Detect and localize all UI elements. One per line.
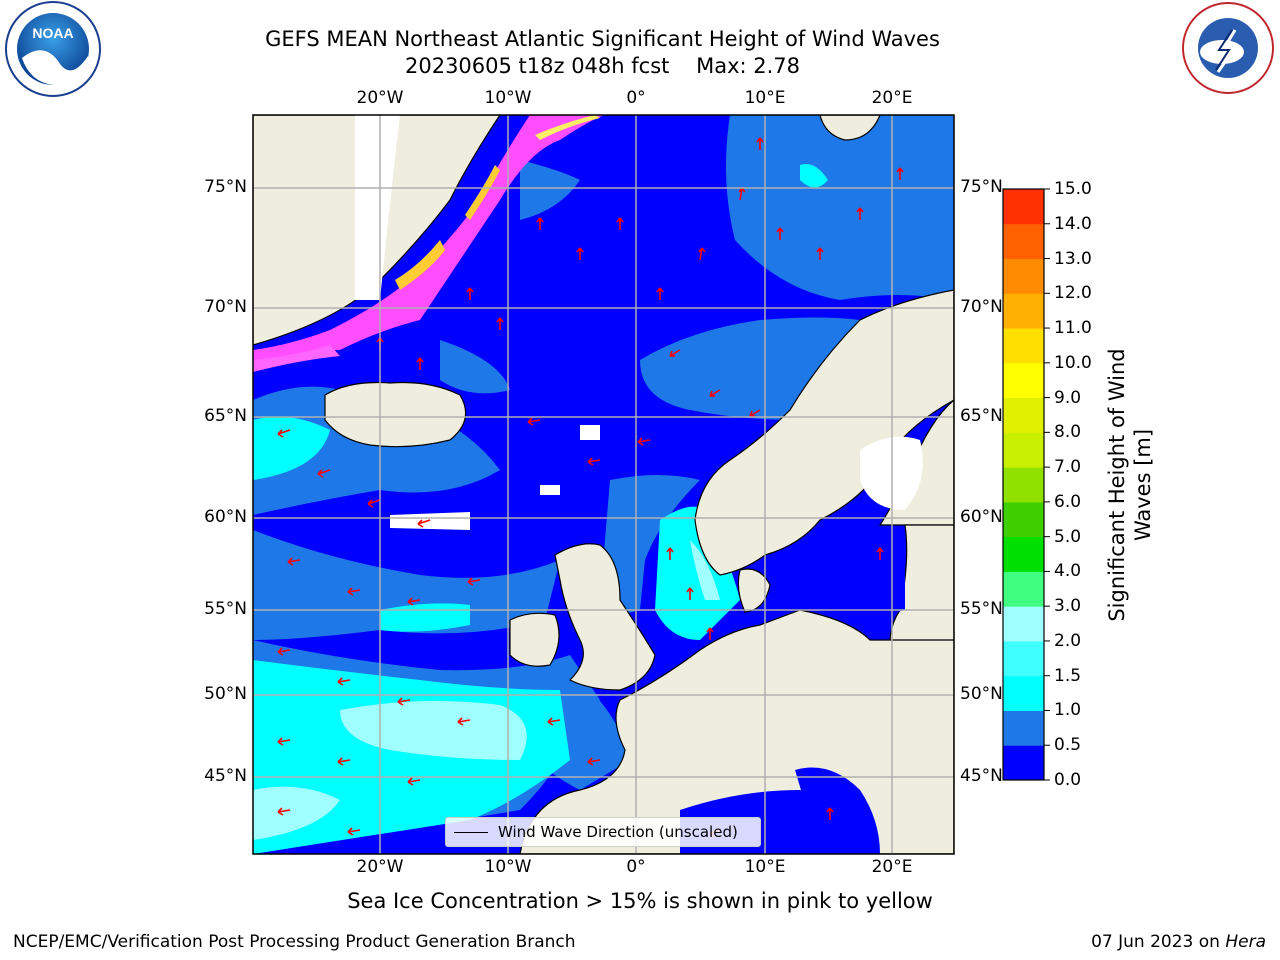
credit-right: 07 Jun 2023 on Hera: [1091, 932, 1266, 952]
credit-machine: Hera: [1225, 932, 1266, 952]
lon-label-bottom: 0°: [626, 857, 646, 877]
colorbar-title-line2: Waves [m]: [1131, 428, 1155, 542]
lon-label-bottom: 20°E: [871, 857, 913, 877]
lat-label-left: 70°N: [204, 297, 247, 317]
colorbar-tick-label: 6.0: [1054, 491, 1082, 512]
colorbar-band: [1003, 362, 1044, 399]
legend-line-swatch: [454, 831, 488, 833]
colorbar-tick-label: 13.0: [1054, 248, 1092, 269]
sea-ice-edge: [253, 115, 605, 372]
lat-label-left: 75°N: [204, 177, 247, 197]
colorbar-band: [1003, 397, 1044, 433]
lon-label-bottom: 10°E: [744, 857, 786, 877]
colorbar-title-line1: Significant Height of Wind: [1105, 348, 1129, 622]
colorbar-tick-label: 9.0: [1054, 387, 1082, 408]
colorbar-band: [1003, 536, 1044, 572]
lat-label-right: 45°N: [960, 766, 1003, 786]
colorbar-title: Significant Height of Wind Waves [m]: [1104, 348, 1156, 621]
colorbar-tick-label: 0.5: [1054, 735, 1082, 756]
colorbar-band: [1003, 745, 1044, 781]
colorbar: [1002, 188, 1050, 781]
lat-label-left: 50°N: [204, 684, 247, 704]
lon-label-top: 0°: [626, 88, 646, 108]
title-line2: 20230605 t18z 048h fcst Max: 2.78: [404, 54, 801, 78]
colorbar-band: [1003, 467, 1044, 503]
title-line1: GEFS MEAN Northeast Atlantic Significant…: [265, 27, 940, 51]
colorbar-band: [1003, 328, 1044, 364]
lat-label-left: 45°N: [204, 766, 247, 786]
colorbar-tick-label: 14.0: [1054, 213, 1092, 234]
colorbar-band: [1003, 223, 1044, 260]
lat-label-right: 65°N: [960, 406, 1003, 426]
colorbar-band: [1003, 189, 1044, 225]
colorbar-band: [1003, 710, 1044, 746]
colorbar-band: [1003, 258, 1044, 294]
colorbar-band: [1003, 606, 1044, 642]
graticule: [253, 115, 954, 854]
lat-label-right: 50°N: [960, 684, 1003, 704]
nws-logo: [1182, 2, 1274, 94]
colorbar-tick-label: 1.5: [1054, 665, 1082, 686]
noaa-logo: NOAA: [5, 1, 101, 97]
lat-label-right: 55°N: [960, 599, 1003, 619]
colorbar-tick-label: 1.0: [1054, 700, 1082, 721]
plot-title: GEFS MEAN Northeast Atlantic Significant…: [150, 26, 1055, 80]
map-area: [253, 115, 954, 854]
colorbar-band: [1003, 501, 1044, 538]
colorbar-band: [1003, 293, 1044, 329]
legend-label: Wind Wave Direction (unscaled): [498, 823, 738, 841]
colorbar-band: [1003, 432, 1044, 468]
colorbar-tick-label: 7.0: [1054, 457, 1082, 478]
lat-label-right: 75°N: [960, 177, 1003, 197]
lat-label-left: 65°N: [204, 406, 247, 426]
credit-left: NCEP/EMC/Verification Post Processing Pr…: [13, 932, 576, 952]
colorbar-band: [1003, 675, 1044, 711]
noaa-logo-text: NOAA: [32, 25, 73, 41]
lat-label-left: 60°N: [204, 507, 247, 527]
map-frame: [252, 114, 955, 855]
colorbar-tick-label: 5.0: [1054, 526, 1082, 547]
colorbar-tick-label: 15.0: [1054, 179, 1092, 199]
lon-label-top: 10°E: [744, 88, 786, 108]
lat-label-right: 60°N: [960, 507, 1003, 527]
sea-ice-note: Sea Ice Concentration > 15% is shown in …: [347, 889, 933, 913]
colorbar-band: [1003, 640, 1044, 677]
lon-label-top: 10°W: [484, 88, 532, 108]
colorbar-tick-label: 4.0: [1054, 561, 1082, 582]
colorbar-tick-label: 2.0: [1054, 630, 1082, 651]
colorbar-tick-label: 0.0: [1054, 770, 1082, 790]
colorbar-tick-label: 10.0: [1054, 352, 1092, 373]
masked-area: [355, 115, 923, 530]
credit-date: 07 Jun 2023 on: [1091, 932, 1226, 952]
lon-label-bottom: 20°W: [356, 857, 404, 877]
lat-label-left: 55°N: [204, 599, 247, 619]
lat-label-right: 70°N: [960, 297, 1003, 317]
colorbar-band: [1003, 571, 1044, 607]
colorbar-tick-label: 12.0: [1054, 283, 1092, 304]
map-legend: Wind Wave Direction (unscaled): [445, 817, 761, 847]
wave-height-2.0-3.0: [253, 540, 720, 840]
colorbar-tick-label: 8.0: [1054, 422, 1082, 443]
lon-label-bottom: 10°W: [484, 857, 532, 877]
lon-label-top: 20°E: [871, 88, 913, 108]
colorbar-tick-label: 3.0: [1054, 596, 1082, 617]
lon-label-top: 20°W: [356, 88, 404, 108]
colorbar-tick-label: 11.0: [1054, 318, 1092, 339]
